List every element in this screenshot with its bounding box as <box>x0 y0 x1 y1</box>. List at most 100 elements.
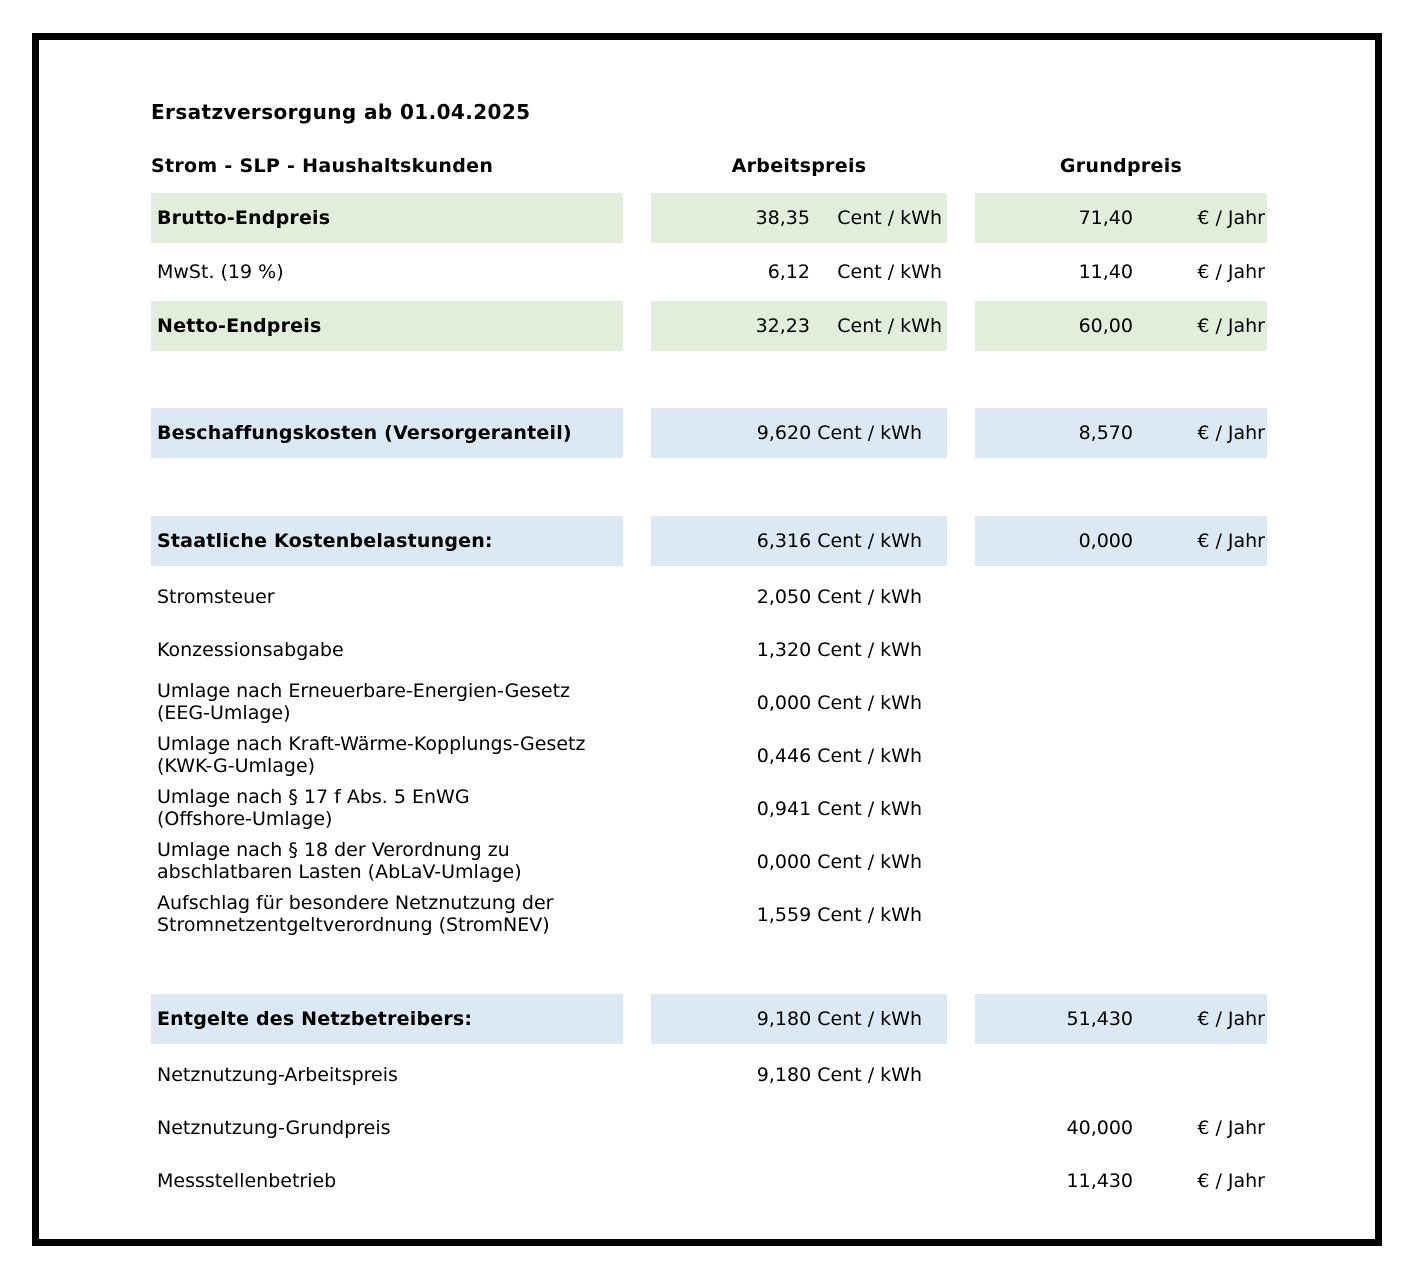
konzession-arbeitspreis-cell: 1,320 Cent / kWh <box>756 638 922 661</box>
row-konzessionsabgabe: Konzessionsabgabe 1,320 Cent / kWh <box>151 623 1267 676</box>
netto-label: Netto-Endpreis <box>151 301 623 351</box>
beschaffung-grundpreis-value: 8,570 <box>1078 422 1133 444</box>
konzession-label: Konzessionsabgabe <box>157 638 344 661</box>
row-entgelte-netzbetreiber: Entgelte des Netzbetreibers: 9,180 Cent … <box>151 994 1267 1044</box>
column-header-arbeitspreis: Arbeitspreis <box>731 155 867 177</box>
netznutzung-ap-label: Netznutzung-Arbeitspreis <box>157 1063 398 1086</box>
brutto-arbeitspreis-unit: Cent / kWh <box>837 207 942 229</box>
table-header-row: Strom - SLP - Haushaltskunden Arbeitspre… <box>151 155 1267 179</box>
stromsteuer-grundpreis-cell <box>975 570 1267 623</box>
beschaffung-grundpreis-unit: € / Jahr <box>1197 422 1265 444</box>
offshore-arbeitspreis-cell: 0,941 Cent / kWh <box>756 797 922 820</box>
ablav-label-line2: abschlatbaren Lasten (AbLaV-Umlage) <box>157 861 522 883</box>
row-eeg-umlage: Umlage nach Erneuerbare-Energien-Gesetz … <box>151 676 1267 729</box>
netznutzung-gp-arbeitspreis-cell <box>651 1101 947 1154</box>
stromsteuer-arbeitspreis-cell: 2,050 Cent / kWh <box>756 585 922 608</box>
brutto-grundpreis-unit: € / Jahr <box>1197 207 1265 229</box>
ablav-label-line1: Umlage nach § 18 der Verordnung zu <box>157 839 510 861</box>
brutto-arbeitspreis-cell: 38,35 Cent / kWh <box>651 193 947 243</box>
netznutzung-gp-unit: € / Jahr <box>1197 1116 1265 1139</box>
kwk-grundpreis-cell <box>975 729 1267 782</box>
beschaffung-arbeitspreis-cell: 9,620 Cent / kWh <box>651 408 947 458</box>
row-ablav-umlage: Umlage nach § 18 der Verordnung zu absch… <box>151 835 1267 888</box>
kwk-label-line1: Umlage nach Kraft-Wärme-Kopplungs-Gesetz <box>157 733 586 755</box>
kwk-label: Umlage nach Kraft-Wärme-Kopplungs-Gesetz… <box>151 729 623 782</box>
mwst-arbeitspreis-unit: Cent / kWh <box>837 261 942 283</box>
netto-arbeitspreis-unit: Cent / kWh <box>837 315 942 337</box>
konzession-grundpreis-cell <box>975 623 1267 676</box>
row-stromnev-aufschlag: Aufschlag für besondere Netznutzung der … <box>151 888 1267 941</box>
mwst-label: MwSt. (19 %) <box>157 261 284 283</box>
offshore-label: Umlage nach § 17 f Abs. 5 EnWG (Offshore… <box>151 782 623 835</box>
messstellenbetrieb-label: Messstellenbetrieb <box>157 1169 337 1192</box>
stromnev-grundpreis-cell <box>975 888 1267 941</box>
row-netznutzung-grundpreis: Netznutzung-Grundpreis 40,000 € / Jahr <box>151 1101 1267 1154</box>
beschaffung-grundpreis-cell: 8,570 € / Jahr <box>975 408 1267 458</box>
netto-grundpreis-cell: 60,00 € / Jahr <box>975 301 1267 351</box>
stromnev-arbeitspreis-cell: 1,559 Cent / kWh <box>756 903 922 926</box>
eeg-grundpreis-cell <box>975 676 1267 729</box>
eeg-arbeitspreis-cell: 0,000 Cent / kWh <box>756 691 922 714</box>
row-stromsteuer: Stromsteuer 2,050 Cent / kWh <box>151 570 1267 623</box>
brutto-grundpreis-value: 71,40 <box>1078 207 1133 229</box>
stromnev-label-line2: Stromnetzentgeltverordnung (StromNEV) <box>157 914 550 936</box>
brutto-grundpreis-cell: 71,40 € / Jahr <box>975 193 1267 243</box>
beschaffung-label: Beschaffungskosten (Versorgeranteil) <box>151 408 623 458</box>
staatlich-arbeitspreis-cell: 6,316 Cent / kWh <box>651 516 947 566</box>
row-beschaffungskosten: Beschaffungskosten (Versorgeranteil) 9,6… <box>151 408 1267 458</box>
document-title: Ersatzversorgung ab 01.04.2025 <box>151 100 531 124</box>
netznutzung-ap-arbeitspreis-cell: 9,180 Cent / kWh <box>756 1063 922 1086</box>
messstellenbetrieb-arbeitspreis-cell <box>651 1154 947 1207</box>
messstellenbetrieb-gp-value: 11,430 <box>1066 1169 1133 1192</box>
row-netznutzung-arbeitspreis: Netznutzung-Arbeitspreis 9,180 Cent / kW… <box>151 1048 1267 1101</box>
netto-grundpreis-value: 60,00 <box>1078 315 1133 337</box>
staatlich-label: Staatliche Kostenbelastungen: <box>151 516 623 566</box>
entgelte-grundpreis-unit: € / Jahr <box>1197 1008 1265 1030</box>
messstellenbetrieb-gp-unit: € / Jahr <box>1197 1169 1265 1192</box>
staatlich-grundpreis-cell: 0,000 € / Jahr <box>975 516 1267 566</box>
mwst-arbeitspreis-cell: 6,12 Cent / kWh <box>651 247 947 297</box>
row-messstellenbetrieb: Messstellenbetrieb 11,430 € / Jahr <box>151 1154 1267 1207</box>
kwk-arbeitspreis-cell: 0,446 Cent / kWh <box>756 744 922 767</box>
messstellenbetrieb-grundpreis-cell: 11,430 € / Jahr <box>975 1154 1267 1207</box>
netznutzung-gp-grundpreis-cell: 40,000 € / Jahr <box>975 1101 1267 1154</box>
column-header-product: Strom - SLP - Haushaltskunden <box>151 155 494 177</box>
netznutzung-gp-label: Netznutzung-Grundpreis <box>157 1116 391 1139</box>
mwst-grundpreis-unit: € / Jahr <box>1197 261 1265 283</box>
row-staatliche-kostenbelastungen: Staatliche Kostenbelastungen: 6,316 Cent… <box>151 516 1267 566</box>
row-brutto-endpreis: Brutto-Endpreis 38,35 Cent / kWh 71,40 €… <box>151 193 1267 243</box>
eeg-label-line1: Umlage nach Erneuerbare-Energien-Gesetz <box>157 680 570 702</box>
netznutzung-gp-value: 40,000 <box>1066 1116 1133 1139</box>
kwk-label-line2: (KWK-G-Umlage) <box>157 755 316 777</box>
mwst-arbeitspreis-value: 6,12 <box>767 261 810 283</box>
row-mwst: MwSt. (19 %) 6,12 Cent / kWh 11,40 € / J… <box>151 247 1267 297</box>
brutto-arbeitspreis-value: 38,35 <box>755 207 810 229</box>
column-header-grundpreis: Grundpreis <box>1059 155 1183 177</box>
row-offshore-umlage: Umlage nach § 17 f Abs. 5 EnWG (Offshore… <box>151 782 1267 835</box>
ablav-arbeitspreis-cell: 0,000 Cent / kWh <box>756 850 922 873</box>
eeg-label: Umlage nach Erneuerbare-Energien-Gesetz … <box>151 676 623 729</box>
brutto-label: Brutto-Endpreis <box>151 193 623 243</box>
netto-grundpreis-unit: € / Jahr <box>1197 315 1265 337</box>
stromsteuer-label: Stromsteuer <box>157 585 275 608</box>
entgelte-grundpreis-value: 51,430 <box>1066 1008 1133 1030</box>
netto-arbeitspreis-value: 32,23 <box>755 315 810 337</box>
mwst-grundpreis-cell: 11,40 € / Jahr <box>975 247 1267 297</box>
section-gap <box>151 462 1267 516</box>
entgelte-arbeitspreis-cell: 9,180 Cent / kWh <box>651 994 947 1044</box>
staatlich-grundpreis-value: 0,000 <box>1078 530 1133 552</box>
section-gap <box>151 355 1267 408</box>
price-sheet: Ersatzversorgung ab 01.04.2025 Strom - S… <box>151 100 1267 1207</box>
offshore-grundpreis-cell <box>975 782 1267 835</box>
section-gap <box>151 941 1267 994</box>
entgelte-label: Entgelte des Netzbetreibers: <box>151 994 623 1044</box>
entgelte-grundpreis-cell: 51,430 € / Jahr <box>975 994 1267 1044</box>
row-kwk-umlage: Umlage nach Kraft-Wärme-Kopplungs-Gesetz… <box>151 729 1267 782</box>
stromnev-label: Aufschlag für besondere Netznutzung der … <box>151 888 623 941</box>
netto-arbeitspreis-cell: 32,23 Cent / kWh <box>651 301 947 351</box>
ablav-grundpreis-cell <box>975 835 1267 888</box>
row-netto-endpreis: Netto-Endpreis 32,23 Cent / kWh 60,00 € … <box>151 301 1267 351</box>
staatlich-grundpreis-unit: € / Jahr <box>1197 530 1265 552</box>
offshore-label-line2: (Offshore-Umlage) <box>157 808 333 830</box>
offshore-label-line1: Umlage nach § 17 f Abs. 5 EnWG <box>157 786 470 808</box>
